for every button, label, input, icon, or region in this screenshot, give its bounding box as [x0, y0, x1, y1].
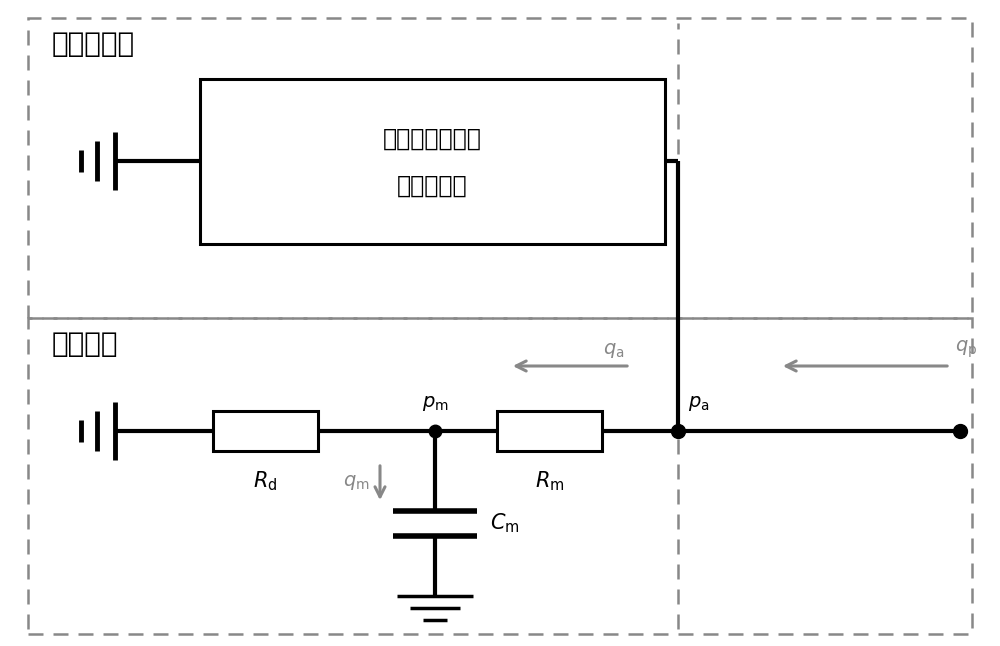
Text: $q_\mathrm{a}$: $q_\mathrm{a}$	[603, 341, 625, 360]
Text: $q_\mathrm{p}$: $q_\mathrm{p}$	[955, 339, 977, 360]
Text: $q_\mathrm{m}$: $q_\mathrm{m}$	[343, 474, 370, 492]
Text: 不确定部分: 不确定部分	[397, 174, 468, 198]
Bar	[28, 318, 972, 634]
Bar	[212, 411, 318, 451]
Text: $C_\mathrm{m}$: $C_\mathrm{m}$	[490, 512, 520, 536]
Bar	[497, 411, 602, 451]
Text: $p_\mathrm{m}$: $p_\mathrm{m}$	[422, 394, 448, 413]
Bar	[200, 79, 665, 244]
Text: 参数模型: 参数模型	[52, 330, 119, 358]
Text: $R_\mathrm{d}$: $R_\mathrm{d}$	[253, 469, 277, 493]
Text: 非参数模型: 非参数模型	[52, 30, 135, 58]
Bar	[28, 18, 972, 318]
Text: $R_\mathrm{m}$: $R_\mathrm{m}$	[535, 469, 565, 493]
Text: 离体心脏模型的: 离体心脏模型的	[383, 127, 482, 151]
Text: $p_\mathrm{a}$: $p_\mathrm{a}$	[688, 394, 710, 413]
